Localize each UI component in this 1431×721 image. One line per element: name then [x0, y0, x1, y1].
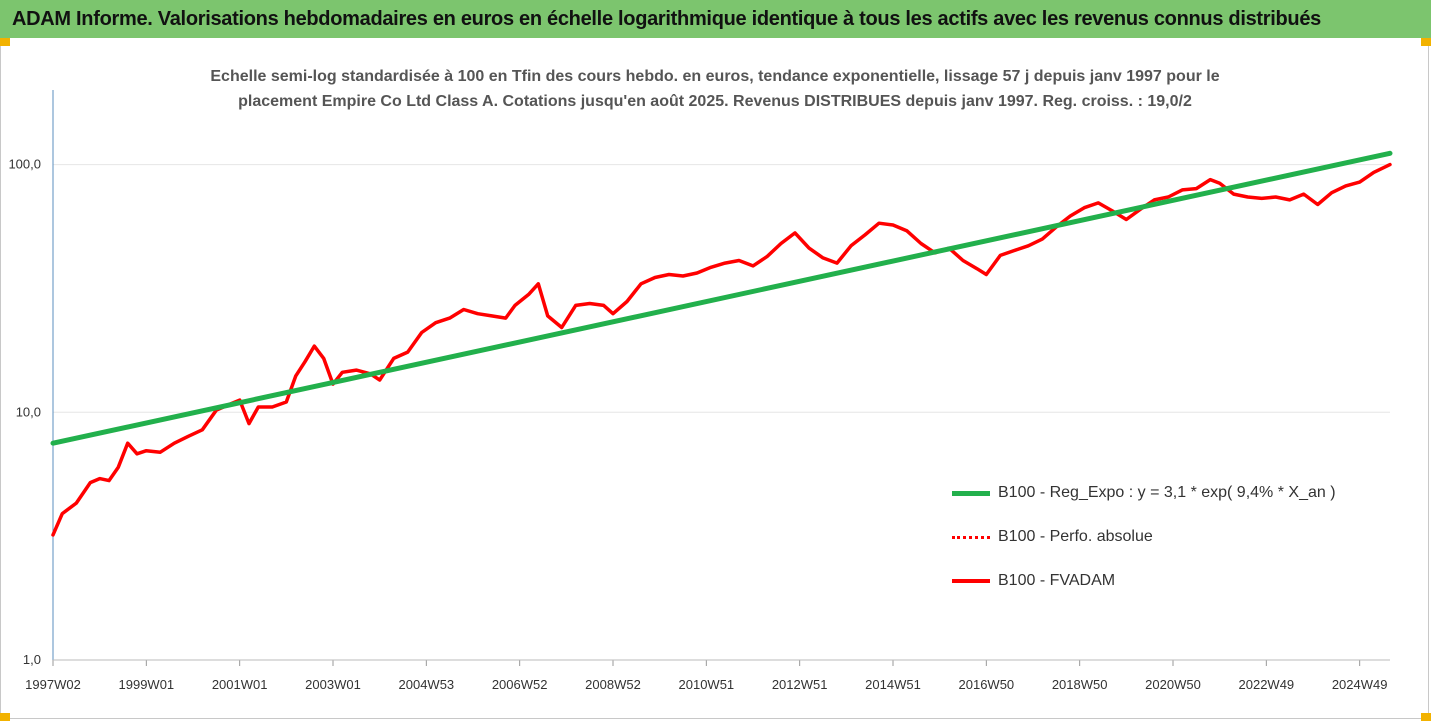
legend-swatch-perf: [952, 535, 990, 539]
legend-label-perf: B100 - Perfo. absolue: [998, 528, 1153, 545]
corner-marker-right: [1421, 38, 1431, 46]
legend-item-trend: B100 - Reg_Expo : y = 3,1 * exp( 9,4% * …: [952, 478, 1372, 508]
page-title: ADAM Informe. Valorisations hebdomadaire…: [12, 7, 1321, 30]
x-tick-label: 2016W50: [959, 677, 1015, 692]
x-tick-label: 2006W52: [492, 677, 548, 692]
title-bar: ADAM Informe. Valorisations hebdomadaire…: [0, 0, 1431, 38]
legend-swatch-trend: [952, 490, 990, 496]
chart-subtitle-line-2: placement Empire Co Ltd Class A. Cotatio…: [238, 93, 1192, 110]
x-tick-label: 2020W50: [1145, 677, 1201, 692]
x-tick-label: 2008W52: [585, 677, 641, 692]
x-tick-label: 2022W49: [1239, 677, 1295, 692]
x-tick-label: 2004W53: [399, 677, 455, 692]
corner-marker-bottom-right: [1421, 713, 1431, 721]
x-tick-label: 1997W02: [25, 677, 81, 692]
legend-label-trend: B100 - Reg_Expo : y = 3,1 * exp( 9,4% * …: [998, 484, 1336, 501]
x-tick-label: 2018W50: [1052, 677, 1108, 692]
chart-subtitle-line-1: Echelle semi-log standardisée à 100 en T…: [210, 68, 1220, 85]
y-tick-label: 10,0: [16, 404, 41, 419]
y-tick-label: 100,0: [8, 157, 41, 172]
chart-subtitle: Echelle semi-log standardisée à 100 en T…: [150, 64, 1280, 114]
legend-label-fvadam: B100 - FVADAM: [998, 572, 1116, 589]
x-tick-label: 1999W01: [119, 677, 175, 692]
series-line-trend: [50, 150, 1393, 446]
x-tick-label: 2001W01: [212, 677, 268, 692]
legend-item-perf: B100 - Perfo. absolue: [952, 522, 1372, 552]
x-tick-label: 2003W01: [305, 677, 361, 692]
corner-marker-left: [0, 38, 10, 46]
legend-item-fvadam: B100 - FVADAM: [952, 566, 1372, 596]
x-tick-label: 2010W51: [679, 677, 735, 692]
series-line-fvadam: [51, 162, 1392, 537]
y-tick-label: 1,0: [23, 652, 41, 667]
corner-marker-bottom-left: [0, 713, 10, 721]
x-tick-label: 2024W49: [1332, 677, 1388, 692]
legend-swatch-fvadam: [952, 579, 990, 583]
x-tick-label: 2012W51: [772, 677, 828, 692]
x-tick-label: 2014W51: [865, 677, 921, 692]
